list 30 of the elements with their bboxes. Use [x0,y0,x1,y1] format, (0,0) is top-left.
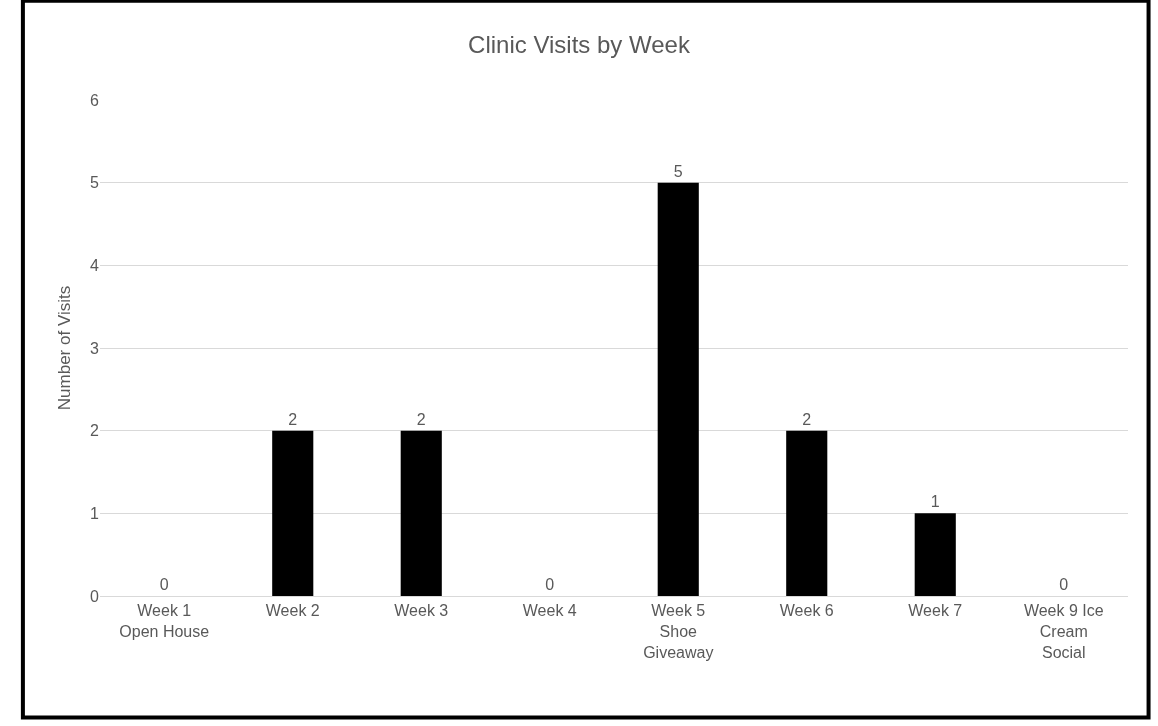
x-tick-label: Week 6 [779,602,834,620]
y-tick-label: 5 [90,174,100,192]
x-tick-label: Week 3 [394,602,449,620]
y-tick-label: 4 [90,256,100,274]
bar [914,513,956,596]
y-tick-label: 3 [90,339,100,357]
y-axis-title: Number of Visits [54,285,74,411]
y-tick-label: 0 [90,587,100,605]
bar [786,430,828,596]
x-tick-label: Week 4 [522,602,577,620]
chart-title: Clinic Visits by Week [468,31,691,59]
x-tick-label: Week 5 Shoe Giveaway [643,602,714,661]
bar [272,430,314,596]
x-tick-label: Week 7 [908,602,963,620]
x-tick-label: Week 1 Open House [119,602,210,640]
data-label: 2 [802,410,812,428]
data-label: 1 [930,493,940,511]
y-tick-label: 6 [90,91,100,109]
data-label: 0 [1059,576,1069,593]
data-label: 0 [159,576,169,593]
data-label: 5 [673,162,683,180]
x-tick-label: Week 9 Ice Cream Social [1023,602,1104,661]
data-label: 2 [416,410,426,428]
data-label: 0 [545,576,555,593]
y-tick-label: 2 [90,422,100,440]
x-tick-label: Week 2 [265,602,320,620]
bar [400,430,442,596]
data-label: 2 [288,410,298,428]
bar [657,182,699,596]
y-tick-label: 1 [90,504,100,522]
